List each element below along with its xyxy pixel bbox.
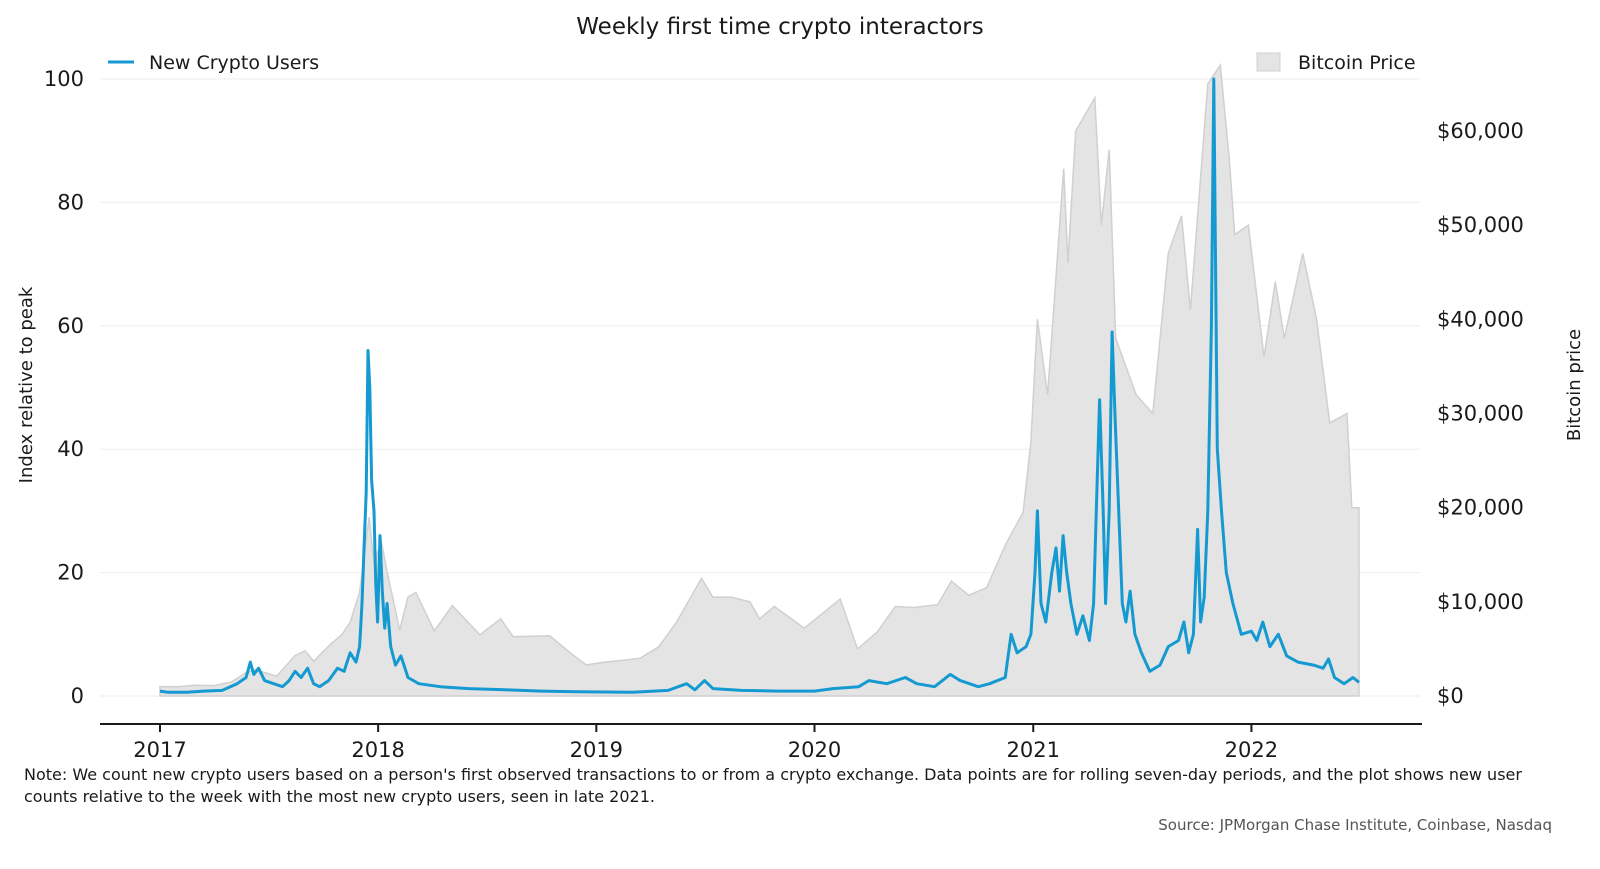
chart-source: Source: JPMorgan Chase Institute, Coinba… — [1158, 816, 1552, 834]
x-tick-label: 2017 — [133, 738, 186, 762]
right-tick-label: $0 — [1437, 684, 1464, 708]
left-axis-label: Index relative to peak — [16, 286, 37, 483]
left-tick-label: 20 — [57, 561, 84, 585]
left-axis-ticks: 0 20 40 60 80 100 — [44, 67, 84, 708]
legend-label-price: Bitcoin Price — [1298, 52, 1416, 74]
left-tick-label: 40 — [57, 437, 84, 461]
legend-new-crypto-users: New Crypto Users — [108, 52, 319, 74]
x-tick-label: 2022 — [1225, 738, 1278, 762]
x-tick-label: 2021 — [1007, 738, 1060, 762]
right-tick-label: $60,000 — [1437, 119, 1524, 143]
bitcoin-price-area — [159, 62, 1360, 697]
chart-note: Note: We count new crypto users based on… — [24, 765, 1522, 806]
left-tick-label: 60 — [57, 314, 84, 338]
x-tick-label: 2019 — [570, 738, 623, 762]
left-tick-label: 80 — [57, 190, 84, 214]
legend-bitcoin-price: Bitcoin Price — [1256, 52, 1416, 74]
x-tick-label: 2018 — [351, 738, 404, 762]
legend-swatch-price — [1256, 52, 1281, 72]
right-tick-label: $40,000 — [1437, 307, 1524, 331]
chart-title: Weekly first time crypto interactors — [576, 14, 983, 40]
x-axis-ticks: 2017 2018 2019 2020 2021 2022 — [133, 724, 1278, 762]
left-tick-label: 0 — [71, 684, 84, 708]
new-crypto-users-line — [159, 77, 1360, 694]
legend-label-users: New Crypto Users — [149, 52, 319, 74]
right-tick-label: $30,000 — [1437, 402, 1524, 426]
right-tick-label: $20,000 — [1437, 496, 1524, 520]
right-axis-label: Bitcoin price — [1564, 329, 1585, 441]
right-tick-label: $10,000 — [1437, 590, 1524, 614]
x-tick-label: 2020 — [788, 738, 841, 762]
right-axis-ticks: $0 $10,000 $20,000 $30,000 $40,000 $50,000 $60… — [1437, 119, 1524, 708]
right-tick-label: $50,000 — [1437, 213, 1524, 237]
left-tick-label: 100 — [44, 67, 84, 91]
